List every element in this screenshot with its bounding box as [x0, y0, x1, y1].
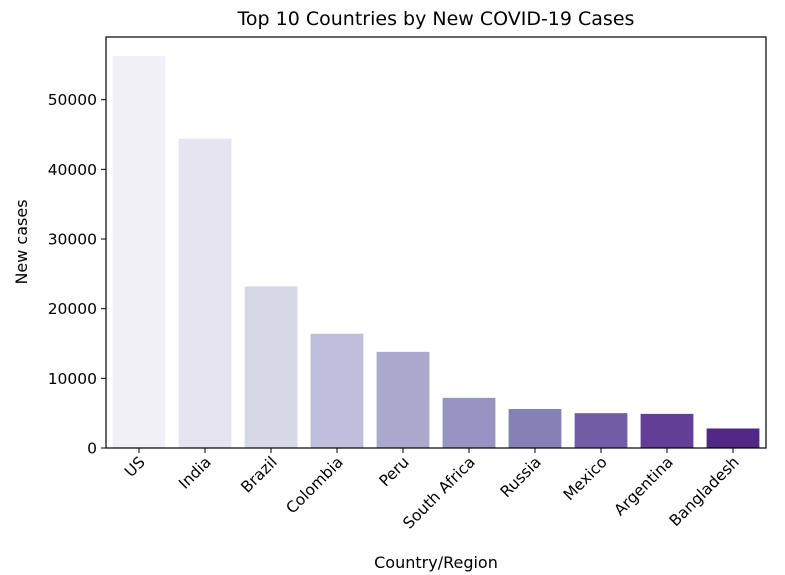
y-tick-label: 50000	[48, 91, 97, 109]
chart-title: Top 10 Countries by New COVID-19 Cases	[237, 8, 635, 30]
y-tick-label: 30000	[48, 231, 97, 249]
x-tick-label: Peru	[376, 453, 413, 490]
bar-brazil	[244, 286, 298, 448]
bar-mexico	[574, 413, 628, 448]
bar-argentina	[640, 413, 694, 448]
bar-colombia	[310, 333, 364, 448]
x-tick-label: Bangladesh	[666, 453, 743, 530]
bar-russia	[508, 408, 562, 448]
bar-south-africa	[442, 397, 496, 448]
x-tick-label: Brazil	[238, 453, 281, 496]
bars-layer	[112, 55, 760, 449]
y-axis: 0 10000 20000 30000 40000 50000	[48, 91, 106, 458]
y-tick-label: 10000	[48, 370, 97, 388]
x-tick-label: Russia	[497, 453, 545, 501]
x-tick-label: Mexico	[560, 453, 611, 504]
x-tick-label: Colombia	[283, 453, 347, 517]
bar-india	[178, 138, 232, 448]
x-tick-label: US	[121, 453, 149, 481]
plot-frame	[105, 36, 767, 449]
y-tick-label: 40000	[48, 161, 97, 179]
x-axis-label: Country/Region	[374, 553, 498, 572]
bar-peru	[376, 351, 430, 448]
x-tick-label: Argentina	[611, 453, 677, 519]
bar-us	[112, 55, 166, 449]
y-tick-label: 20000	[48, 300, 97, 318]
y-axis-label: New cases	[12, 199, 31, 284]
bar-bangladesh	[706, 428, 760, 448]
x-tick-label: India	[175, 453, 215, 493]
y-tick-label: 0	[87, 440, 97, 458]
